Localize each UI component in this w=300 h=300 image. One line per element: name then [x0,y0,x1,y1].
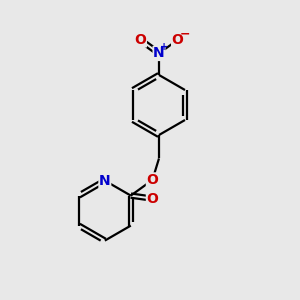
Text: N: N [153,46,165,60]
Text: O: O [172,33,184,47]
Text: +: + [160,42,169,52]
Text: O: O [146,173,158,187]
Text: O: O [146,192,158,206]
Text: O: O [134,33,146,47]
Text: −: − [180,28,190,41]
Text: N: N [99,174,111,188]
